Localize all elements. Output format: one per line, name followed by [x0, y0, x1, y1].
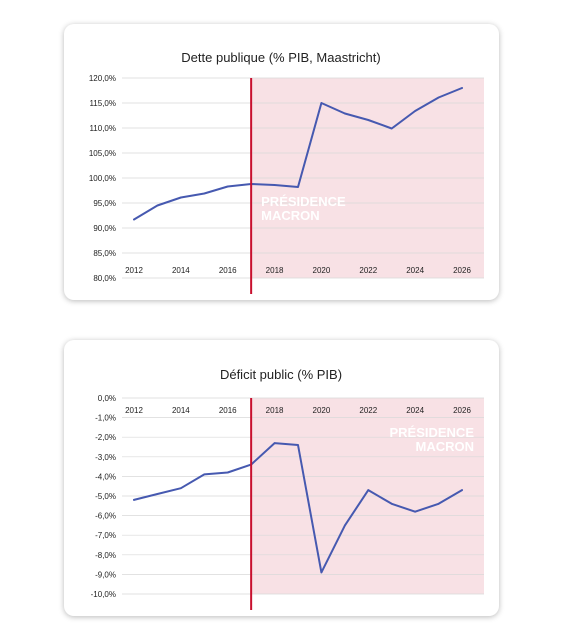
debt-data-point: [344, 112, 346, 115]
deficit-y-tick-label: -10,0%: [91, 590, 116, 599]
deficit-x-tick-label: 2022: [359, 406, 377, 415]
debt-y-tick-label: 100,0%: [89, 174, 116, 183]
deficit-y-tick-label: -2,0%: [95, 433, 116, 442]
deficit-y-tick-label: -9,0%: [95, 570, 116, 579]
debt-x-tick-label: 2024: [406, 266, 424, 275]
deficit-data-point: [297, 444, 299, 446]
debt-y-tick-label: 95,0%: [93, 199, 116, 208]
deficit-x-tick-label: 2026: [453, 406, 471, 415]
deficit-band-label-line: PRÉSIDENCE: [389, 425, 474, 440]
deficit-y-tick-label: -7,0%: [95, 531, 116, 540]
debt-data-point: [461, 87, 463, 89]
deficit-data-point: [414, 510, 416, 513]
debt-data-point: [297, 186, 299, 188]
debt-y-tick-label: 105,0%: [89, 149, 116, 158]
deficit-band-label-line: MACRON: [416, 439, 475, 454]
debt-data-point: [437, 96, 440, 99]
debt-data-point: [156, 204, 159, 207]
debt-data-point: [414, 110, 416, 112]
debt-x-tick-label: 2012: [125, 266, 143, 275]
deficit-data-point: [133, 499, 135, 501]
deficit-data-point: [461, 489, 463, 491]
deficit-y-tick-label: -8,0%: [95, 551, 116, 560]
deficit-data-point: [273, 442, 276, 444]
debt-data-point: [367, 119, 370, 121]
deficit-data-point: [367, 489, 370, 491]
debt-x-tick-label: 2016: [219, 266, 237, 275]
debt-chart-title: Dette publique (% PIB, Maastricht): [181, 50, 380, 65]
deficit-chart-title: Déficit public (% PIB): [220, 367, 342, 382]
deficit-y-tick-label: -1,0%: [95, 414, 116, 423]
deficit-data-point: [437, 503, 440, 505]
debt-data-point: [133, 218, 135, 221]
deficit-y-tick-label: -3,0%: [95, 453, 116, 462]
deficit-x-tick-label: 2014: [172, 406, 190, 415]
debt-y-tick-label: 115,0%: [89, 99, 116, 108]
deficit-y-tick-label: -5,0%: [95, 492, 116, 501]
debt-x-tick-label: 2018: [266, 266, 284, 275]
deficit-x-tick-label: 2012: [125, 406, 143, 415]
debt-data-point: [273, 184, 276, 186]
debt-band-label-line: MACRON: [261, 208, 320, 223]
deficit-y-tick-label: -6,0%: [95, 512, 116, 521]
deficit-y-tick-label: 0,0%: [98, 394, 116, 403]
debt-data-point: [226, 185, 229, 188]
debt-x-tick-label: 2020: [313, 266, 331, 275]
deficit-chart-card: 0,0% -1,0% -2,0% -3,0% -4,0% -5,0% -6,0% -7,0% -…: [64, 340, 499, 616]
debt-x-tick-label: 2014: [172, 266, 190, 275]
deficit-y-tick-label: -4,0%: [95, 472, 116, 481]
debt-chart-card: 80,0% 85,0% 90,0% 95,0% 100,0% 105,0% 110,0% 11…: [64, 24, 499, 300]
debt-y-tick-label: 120,0%: [89, 74, 116, 83]
deficit-data-point: [203, 473, 206, 476]
deficit-x-tick-label: 2018: [266, 406, 284, 415]
deficit-chart: 0,0% -1,0% -2,0% -3,0% -4,0% -5,0% -6,0% -7,0% -…: [91, 367, 484, 610]
deficit-x-tick-label: 2020: [313, 406, 331, 415]
deficit-data-point: [180, 487, 182, 489]
debt-data-point: [203, 192, 206, 195]
debt-data-point: [180, 196, 182, 199]
deficit-data-point: [156, 493, 159, 495]
deficit-data-point: [226, 471, 229, 474]
debt-band-label-line: PRÉSIDENCE: [261, 194, 346, 209]
deficit-data-point: [344, 524, 346, 527]
deficit-data-point: [320, 571, 323, 574]
debt-y-tick-label: 110,0%: [89, 124, 116, 133]
debt-y-tick-label: 85,0%: [93, 249, 116, 258]
deficit-data-point: [390, 503, 393, 505]
debt-y-tick-label: 80,0%: [93, 274, 116, 283]
deficit-x-tick-label: 2024: [406, 406, 424, 415]
debt-x-tick-label: 2022: [359, 266, 377, 275]
debt-chart: 80,0% 85,0% 90,0% 95,0% 100,0% 105,0% 110,0% 11…: [89, 50, 484, 294]
debt-y-tick-label: 90,0%: [93, 224, 116, 233]
debt-x-tick-label: 2026: [453, 266, 471, 275]
debt-data-point: [320, 102, 323, 104]
deficit-x-tick-label: 2016: [219, 406, 237, 415]
debt-data-point: [390, 127, 393, 130]
